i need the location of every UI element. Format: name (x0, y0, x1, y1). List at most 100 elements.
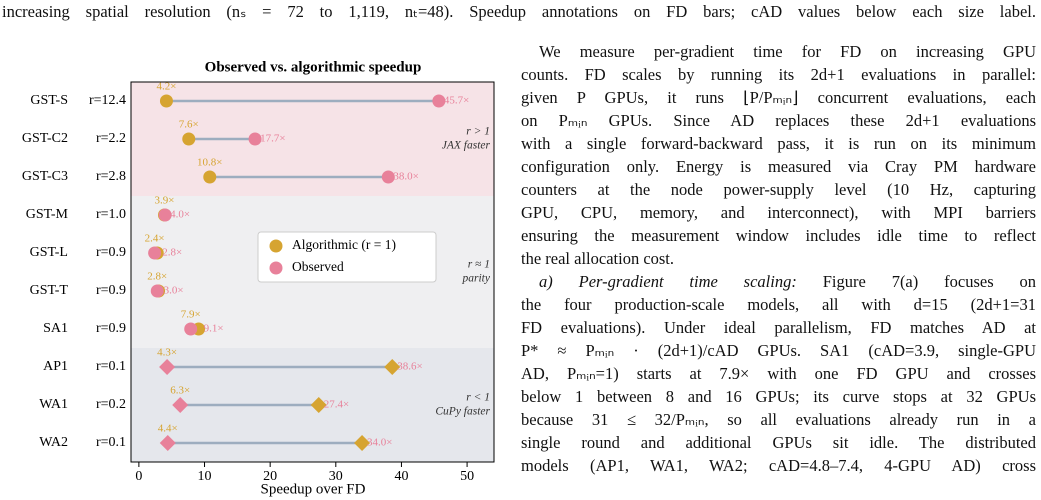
text-line: on Pₘᵢₙ GPUs. Since AD replaces these 2d… (521, 109, 1036, 132)
marker (159, 435, 176, 451)
value-label: 7.6× (179, 119, 199, 131)
y-tick-label: WA1 (39, 397, 68, 412)
value-label: 2.4× (145, 233, 165, 245)
ratio-label: r=0.9 (96, 283, 126, 298)
text-line: AD, Pₘᵢₙ=1) starts at 7.9× with one FD G… (521, 362, 1036, 385)
text-line: GPU, CPU, memory, and interconnect), wit… (521, 201, 1036, 224)
ratio-label: r=0.9 (96, 321, 126, 336)
text-line: configuration only. Energy is measured v… (521, 155, 1036, 178)
legend-label: Observed (292, 259, 344, 274)
marker (384, 359, 401, 375)
value-label: 38.6× (397, 361, 422, 373)
legend-marker (269, 239, 283, 253)
paragraph-heading: a) Per-gradient time scaling: (539, 272, 797, 291)
ratio-label: r=0.2 (96, 397, 126, 412)
value-label: 4.3× (157, 347, 177, 359)
ratio-label: r=0.1 (96, 359, 126, 374)
ratio-label: r=12.4 (89, 93, 126, 108)
marker (159, 94, 173, 108)
caption: increasing spatial resolution (nₛ = 72 t… (2, 2, 1036, 21)
marker (248, 132, 262, 146)
x-tick-label: 20 (263, 469, 277, 484)
marker (150, 284, 164, 298)
x-tick-label: 10 (198, 469, 212, 484)
ratio-label: r=2.8 (96, 169, 126, 184)
line-text: the four production-scale models, all wi… (521, 295, 1036, 314)
text-line: P* ≈ Pₘᵢₙ · (2d+1)/cAD GPUs. SA1 (cAD=3.… (521, 339, 1036, 362)
x-tick-label: 50 (460, 469, 474, 484)
band-label: r ≈ 1 (468, 259, 490, 271)
y-tick-label: GST-C2 (22, 131, 68, 146)
marker (203, 170, 217, 184)
y-tick-label: SA1 (43, 321, 68, 336)
chart: Observed vs. algorithmic speedup Speedup… (22, 59, 495, 497)
chart-title: Observed vs. algorithmic speedup (205, 59, 422, 75)
text-line: single round and additional GPUs sit idl… (521, 431, 1036, 454)
value-label: 27.4× (324, 399, 349, 411)
y-tick-label: GST-S (30, 93, 68, 108)
text-line: models (AP1, WA1, WA2; cAD=4.8–7.4, 4-GP… (521, 454, 1036, 477)
line-text: P* ≈ Pₘᵢₙ · (2d+1)/cAD GPUs. SA1 (cAD=3.… (521, 341, 1036, 360)
value-label: 7.9× (181, 309, 201, 321)
plot-frame (130, 81, 495, 463)
line-text: single round and additional GPUs sit idl… (521, 433, 1036, 452)
value-label: 4.4× (158, 423, 178, 435)
ratio-label: r=0.1 (96, 435, 126, 450)
line-text: because 31 ≤ 32/Pₘᵢₙ, so all evaluations… (521, 410, 1036, 429)
text-line: counters at the node power-supply level … (521, 178, 1036, 201)
band-note: parity (462, 273, 491, 285)
value-label: 2.8× (147, 271, 167, 283)
line-text: below 1 between 8 and 16 GPUs; its curve… (521, 387, 1036, 406)
value-label: 38.0× (393, 171, 418, 183)
value-label: 4.2× (156, 81, 176, 93)
x-tick-label: 0 (135, 469, 142, 484)
line-text: GPU, CPU, memory, and interconnect), wit… (521, 203, 1036, 222)
y-tick-label: GST-C3 (22, 169, 68, 184)
line-text: models (AP1, WA1, WA2; cAD=4.8–7.4, 4-GP… (521, 456, 1036, 475)
text-line: given P GPUs, it runs ⌊P/Pₘᵢₙ⌋ concurren… (521, 86, 1036, 109)
y-tick-label: GST-M (26, 207, 69, 222)
value-label: 17.7× (260, 133, 285, 145)
text-line: with a single forward-backward pass, it … (521, 132, 1036, 155)
marker (381, 170, 395, 184)
value-label: 10.8× (197, 157, 222, 169)
text-line: because 31 ≤ 32/Pₘᵢₙ, so all evaluations… (521, 408, 1036, 431)
line-text: We measure per-gradient time for FD on i… (539, 42, 1036, 61)
line-text: FD evaluations). Under ideal parallelism… (521, 318, 1036, 337)
line-text: on Pₘᵢₙ GPUs. Since AD replaces these 2d… (521, 111, 1036, 130)
value-label: 6.3× (170, 385, 190, 397)
y-tick-label: AP1 (43, 359, 68, 374)
text-line: ensuring the measurement window includes… (521, 224, 1036, 247)
line-text: the real allocation cost. (521, 249, 675, 268)
text-line: counts. FD scales by running its 2d+1 ev… (521, 63, 1036, 86)
line-text: given P GPUs, it runs ⌊P/Pₘᵢₙ⌋ concurren… (521, 88, 1036, 107)
value-label: 3.9× (154, 195, 174, 207)
marker (148, 246, 162, 260)
ratio-label: r=1.0 (96, 207, 126, 222)
ratio-label: r=2.2 (96, 131, 126, 146)
value-label: 4.0× (170, 209, 190, 221)
value-label: 2.8× (162, 247, 182, 259)
text-line: FD evaluations). Under ideal parallelism… (521, 316, 1036, 339)
line-text: counts. FD scales by running its 2d+1 ev… (521, 65, 1036, 84)
marker (158, 208, 172, 222)
marker (184, 322, 198, 336)
ratio-label: r=0.9 (96, 245, 126, 260)
text-line: a) Per-gradient time scaling: Figure 7(a… (521, 270, 1036, 293)
line-text: Figure 7(a) focuses on (822, 272, 1036, 291)
text-line: the four production-scale models, all wi… (521, 293, 1036, 316)
x-tick-label: 40 (394, 469, 408, 484)
legend-box (257, 231, 437, 283)
marker (182, 132, 196, 146)
value-label: 9.1× (204, 323, 224, 335)
marker (432, 94, 446, 108)
legend-label: Algorithmic (r = 1) (292, 237, 396, 252)
band-note: JAX faster (442, 140, 491, 152)
text-line: the real allocation cost. (521, 247, 1036, 270)
marker (354, 435, 371, 451)
x-axis-label: Speedup over FD (261, 481, 366, 497)
legend-marker (269, 261, 283, 275)
marker (172, 397, 189, 413)
marker (310, 397, 327, 413)
band-note: CuPy faster (435, 406, 490, 418)
